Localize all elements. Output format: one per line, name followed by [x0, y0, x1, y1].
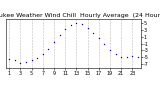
Title: Milwaukee Weather Wind Chill  Hourly Average  (24 Hours): Milwaukee Weather Wind Chill Hourly Aver… [0, 13, 160, 18]
